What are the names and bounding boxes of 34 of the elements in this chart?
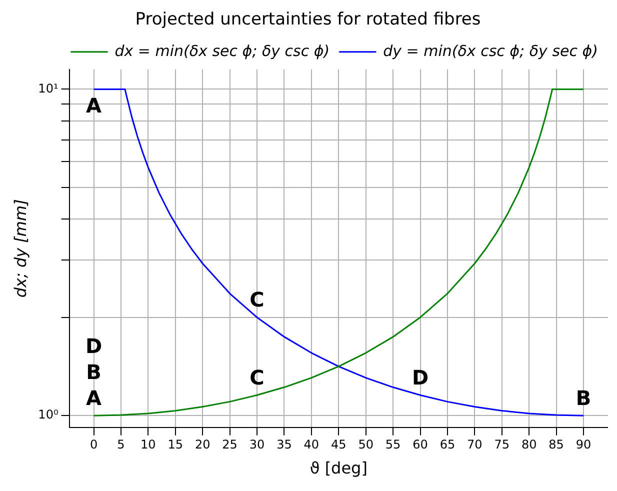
annotation: B [576, 386, 592, 410]
chart-title: Projected uncertainties for rotated fibres [135, 10, 481, 30]
x-tick-label: 20 [194, 438, 210, 452]
x-tick-label: 25 [222, 438, 238, 452]
x-tick-label: 60 [412, 438, 428, 452]
y-tick-label: 10¹ [38, 81, 58, 96]
annotation: C [250, 365, 264, 390]
x-tick-label: 15 [168, 438, 184, 452]
annotation: A [86, 386, 102, 410]
x-tick-label: 30 [249, 438, 265, 452]
x-tick-label: 90 [576, 438, 592, 452]
x-tick-label: 5 [117, 438, 125, 452]
x-tick-label: 35 [276, 438, 292, 452]
annotation: A [86, 93, 102, 118]
x-tick-label: 45 [331, 438, 346, 452]
y-axis-title: dx; dy [mm] [10, 199, 30, 298]
annotation: D [412, 365, 429, 390]
annotation: B [86, 360, 102, 384]
legend-label: dx = min(δx sec ϕ; δy csc ϕ) [114, 42, 330, 60]
x-axis-title: ϑ [deg] [310, 458, 368, 478]
legend-label: dy = min(δx csc ϕ; δy sec ϕ) [383, 42, 598, 60]
y-tick-label: 10⁰ [38, 408, 58, 422]
x-tick-label: 0 [90, 438, 98, 452]
x-tick-label: 80 [521, 438, 537, 452]
x-tick-label: 10 [140, 438, 156, 452]
x-tick-label: 40 [304, 438, 320, 452]
x-tick-label: 55 [385, 438, 401, 452]
x-tick-label: 70 [467, 438, 482, 452]
x-tick-label: 65 [440, 438, 456, 452]
x-tick-label: 75 [494, 438, 510, 452]
x-tick-label: 85 [548, 438, 564, 452]
annotation: C [250, 288, 264, 312]
annotation: D [85, 334, 102, 358]
x-tick-label: 50 [358, 438, 374, 452]
